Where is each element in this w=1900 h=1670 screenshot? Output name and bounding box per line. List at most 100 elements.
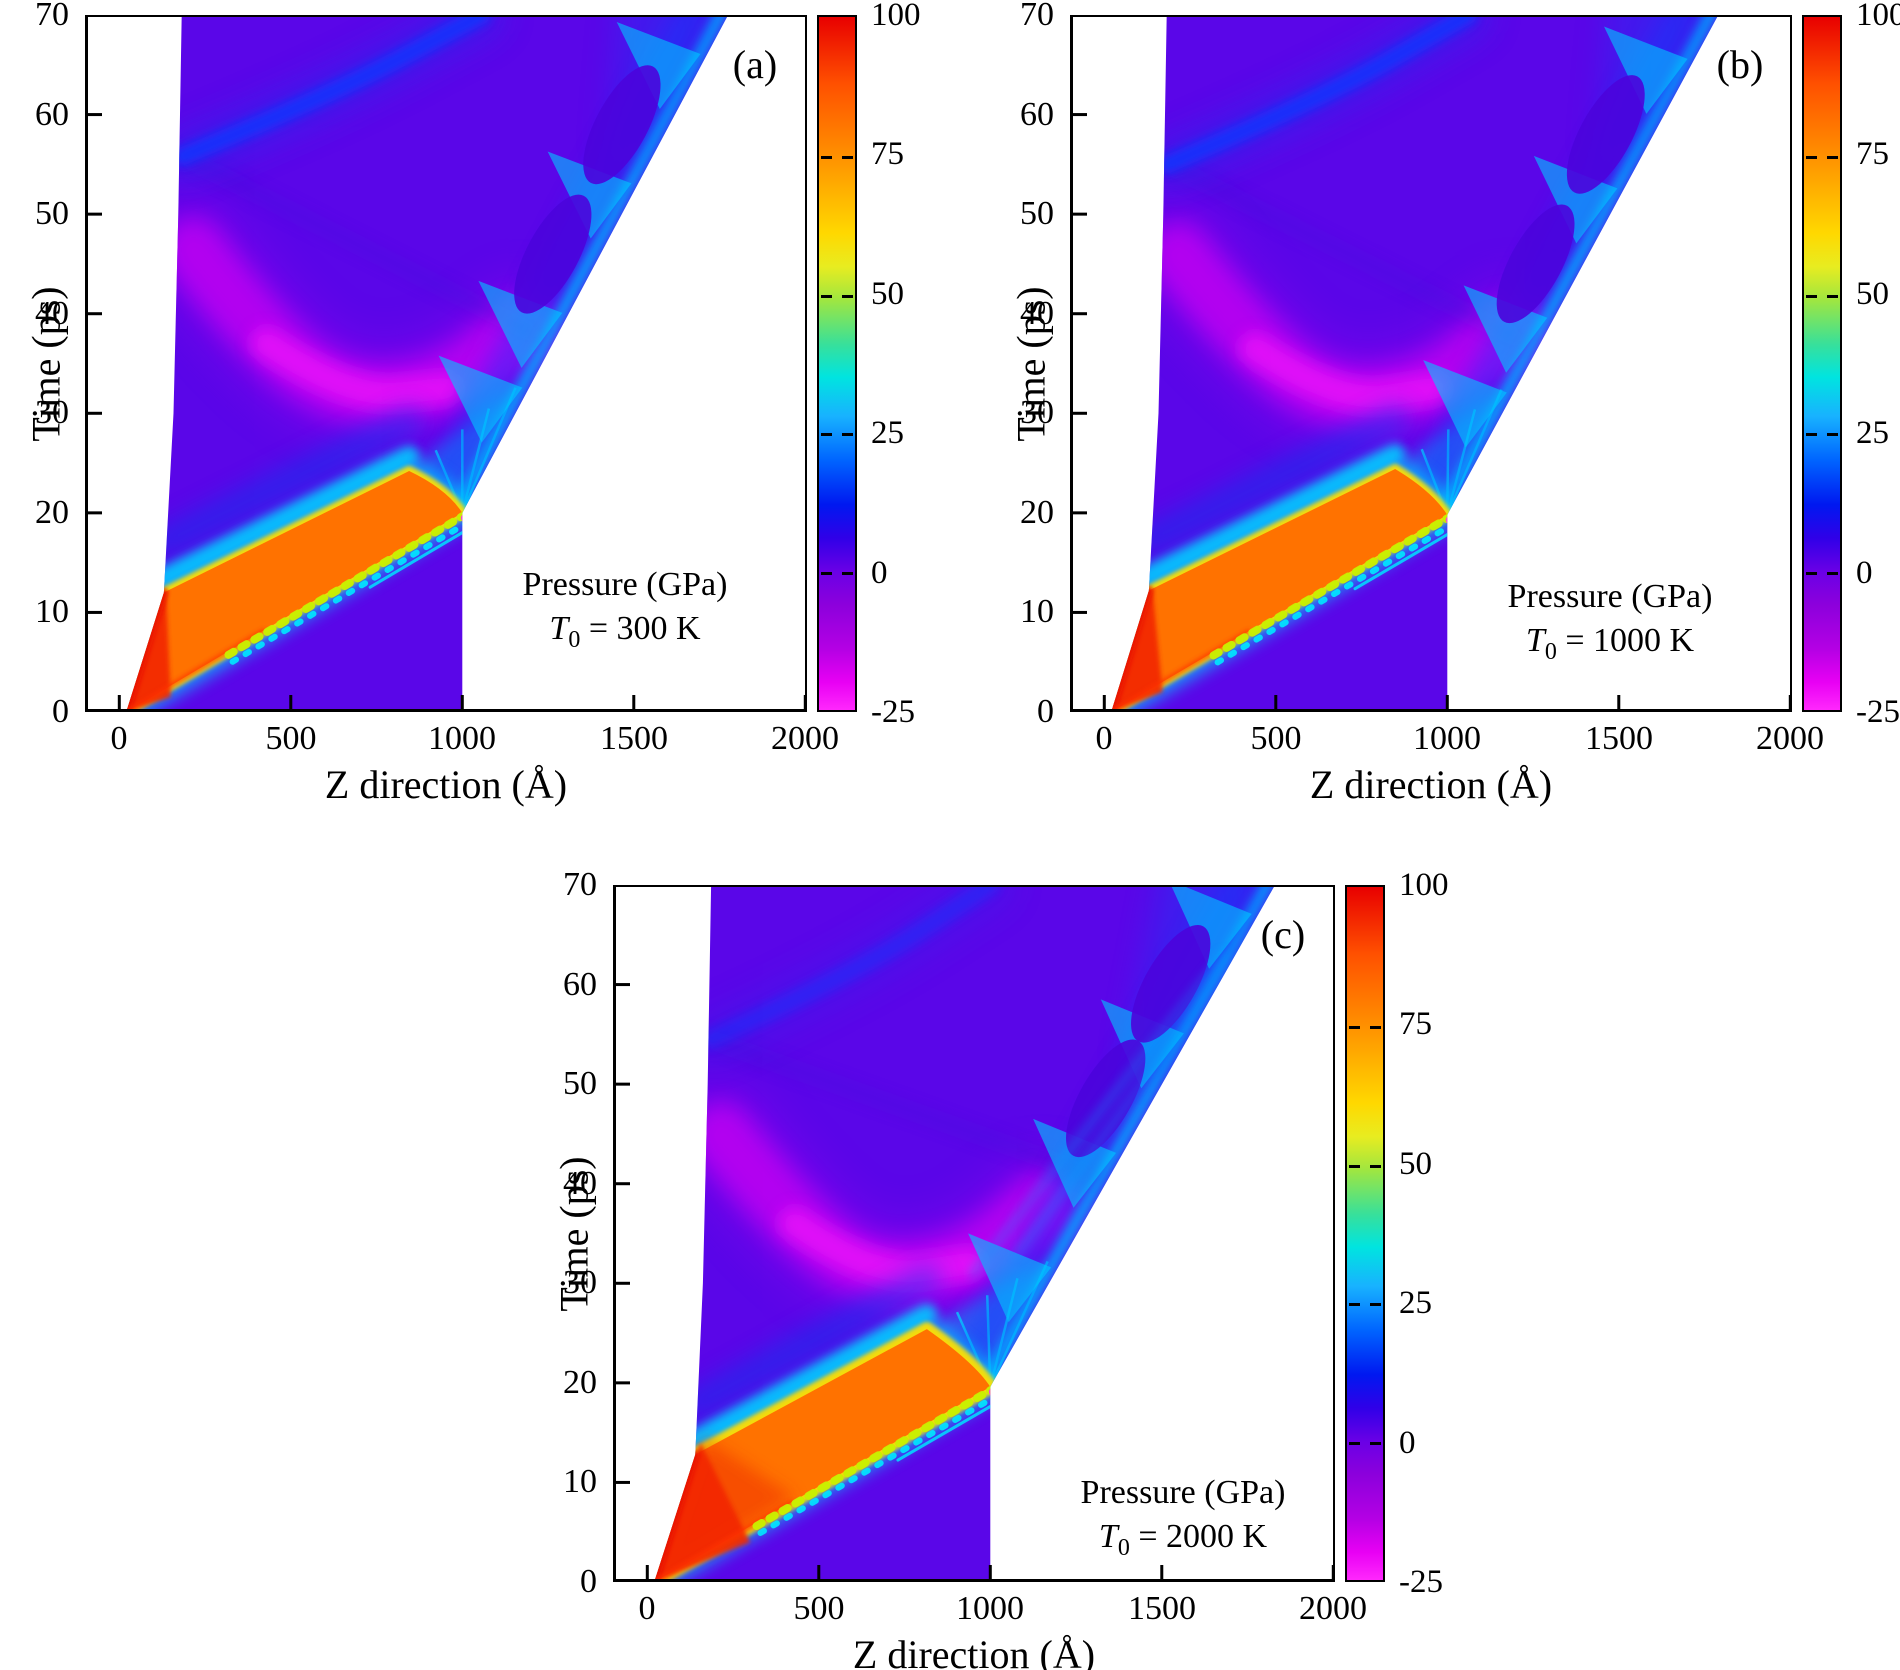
annotation-pressure: Pressure (GPa) [1080, 1474, 1286, 1511]
x-tick-label: 1000 [428, 720, 496, 757]
colorbar-tick-label: 25 [871, 415, 904, 451]
y-tick-label: 70 [563, 866, 597, 903]
colorbar-tick-label: -25 [871, 694, 915, 730]
annotation: Pressure (GPa) T0 = 1000 K [1370, 575, 1850, 674]
panel-a: Time (ps) Z direction (Å) (a) Pressure (… [24, 0, 921, 807]
panel-c: Time (ps) Z direction (Å) (c) Pressure (… [552, 867, 1449, 1670]
annotation-pressure: Pressure (GPa) [1507, 578, 1713, 615]
y-tick-label: 70 [35, 0, 69, 33]
colorbar-tick-label: 50 [1856, 276, 1889, 312]
x-tick-label: 1000 [1413, 720, 1481, 757]
x-tick-label: 500 [793, 1590, 845, 1627]
x-tick-label: 500 [265, 720, 317, 757]
annotation-temperature: T0 = 300 K [549, 610, 701, 653]
annotation: Pressure (GPa) T0 = 2000 K [943, 1471, 1423, 1570]
colorbar-tick-label: 25 [1399, 1285, 1432, 1321]
colorbar-tick [842, 572, 853, 575]
colorbar-tick [1349, 1165, 1360, 1168]
x-tick-label: 1500 [1128, 1590, 1196, 1627]
y-tick-label: 0 [1037, 693, 1054, 730]
x-axis-title: Z direction (Å) [324, 762, 568, 807]
colorbar-tick [1370, 1165, 1381, 1168]
annotation-temperature: T0 = 1000 K [1525, 622, 1695, 665]
y-tick-label: 70 [1020, 0, 1054, 33]
colorbar-tick [1827, 295, 1838, 298]
y-tick-label: 10 [35, 593, 69, 630]
colorbar-tick-label: -25 [1856, 694, 1900, 730]
y-tick-label: 60 [35, 96, 69, 133]
colorbar-tick [1806, 572, 1817, 575]
x-tick-label: 1500 [600, 720, 668, 757]
colorbar [1802, 15, 1842, 712]
colorbar-tick [842, 156, 853, 159]
colorbar-tick-label: 75 [1856, 136, 1889, 172]
colorbar-tick [821, 572, 832, 575]
colorbar-gradient [1804, 17, 1840, 710]
y-tick-label: 0 [52, 693, 69, 730]
panel-letter: (a) [732, 42, 778, 87]
heatmap-c [613, 885, 1335, 1582]
colorbar-tick-label: 50 [1399, 1146, 1432, 1182]
colorbar-tick [1827, 156, 1838, 159]
y-tick-label: 30 [35, 394, 69, 431]
y-tick-label: 10 [1020, 593, 1054, 630]
colorbar-tick [1370, 1303, 1381, 1306]
colorbar-tick [1806, 295, 1817, 298]
y-tick-label: 40 [1020, 295, 1054, 332]
colorbar-gradient [1347, 887, 1383, 1580]
colorbar-tick [1806, 156, 1817, 159]
panel-b: Time (ps) Z direction (Å) (b) Pressure (… [1009, 0, 1900, 807]
colorbar [817, 15, 857, 712]
colorbar-tick [842, 433, 853, 436]
colorbar-tick [821, 156, 832, 159]
colorbar-tick [842, 295, 853, 298]
heatmap-a [85, 15, 807, 712]
x-tick-label: 1000 [956, 1590, 1024, 1627]
colorbar-tick [1349, 1442, 1360, 1445]
colorbar-tick [1349, 1303, 1360, 1306]
y-tick-label: 60 [1020, 96, 1054, 133]
y-tick-label: 30 [1020, 394, 1054, 431]
x-tick-label: 2000 [1299, 1590, 1367, 1627]
y-tick-label: 10 [563, 1463, 597, 1500]
x-axis-title: Z direction (Å) [852, 1632, 1096, 1670]
colorbar-tick-label: 100 [1399, 867, 1449, 903]
colorbar [1345, 885, 1385, 1582]
colorbar-tick-label: 75 [871, 136, 904, 172]
colorbar-tick [1827, 433, 1838, 436]
x-tick-label: 0 [1095, 720, 1113, 757]
heatmap-b [1070, 15, 1792, 712]
colorbar-tick-label: 25 [1856, 415, 1889, 451]
colorbar-tick-label: 0 [871, 555, 888, 591]
annotation-pressure: Pressure (GPa) [522, 566, 728, 603]
y-tick-label: 20 [1020, 494, 1054, 531]
colorbar-tick-label: 0 [1399, 1425, 1416, 1461]
y-tick-label: 50 [563, 1065, 597, 1102]
y-tick-label: 20 [563, 1364, 597, 1401]
colorbar-tick [1349, 1026, 1360, 1029]
colorbar-tick [821, 295, 832, 298]
panel-letter: (c) [1260, 912, 1306, 957]
colorbar-tick-label: 100 [1856, 0, 1900, 33]
x-tick-label: 0 [110, 720, 128, 757]
colorbar-tick [821, 433, 832, 436]
x-tick-label: 1500 [1585, 720, 1653, 757]
colorbar-tick [1827, 572, 1838, 575]
x-tick-label: 500 [1250, 720, 1302, 757]
colorbar-tick [1806, 433, 1817, 436]
y-tick-label: 40 [35, 295, 69, 332]
panel-letter: (b) [1716, 42, 1764, 87]
y-tick-label: 30 [563, 1264, 597, 1301]
colorbar-tick-label: 75 [1399, 1006, 1432, 1042]
y-tick-label: 20 [35, 494, 69, 531]
y-tick-label: 0 [580, 1563, 597, 1600]
x-axis-title: Z direction (Å) [1309, 762, 1553, 807]
annotation-temperature: T0 = 2000 K [1098, 1518, 1268, 1561]
colorbar-tick-label: -25 [1399, 1564, 1443, 1600]
colorbar-tick-label: 0 [1856, 555, 1873, 591]
x-tick-label: 0 [638, 1590, 656, 1627]
y-tick-label: 40 [563, 1165, 597, 1202]
colorbar-tick-label: 50 [871, 276, 904, 312]
colorbar-tick-label: 100 [871, 0, 921, 33]
